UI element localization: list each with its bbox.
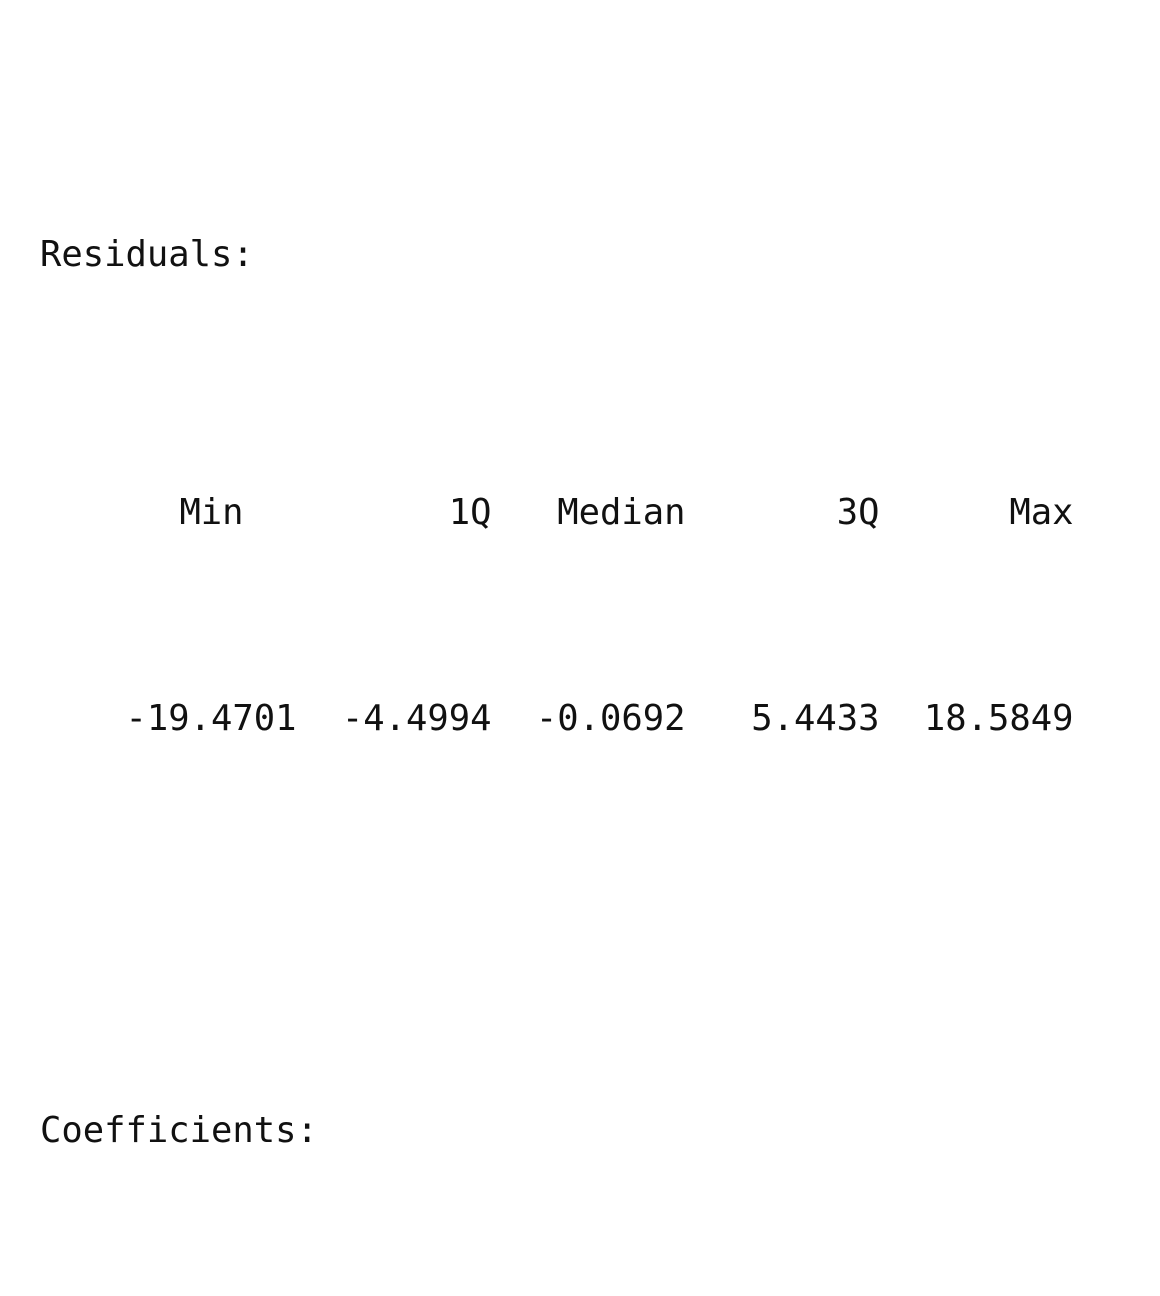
blank-line	[40, 847, 1118, 899]
residuals-val-min: -19.4701	[125, 697, 297, 739]
residuals-val-1q: -4.4994	[341, 697, 492, 739]
residuals-val-max: 18.5849	[923, 697, 1074, 739]
residuals-values-row: -19.4701 -4.4994 -0.0692 5.4433 18.5849	[40, 641, 1118, 739]
residuals-col-1q: 1Q	[448, 491, 492, 533]
residuals-col-median: Median	[557, 491, 686, 533]
residuals-col-min: Min	[179, 491, 244, 533]
residuals-col-max: Max	[1009, 491, 1074, 533]
residuals-val-3q: 5.4433	[751, 697, 880, 739]
r-console-output: Residuals: Min 1Q Median 3Q Max -19.4701 -4.4…	[40, 23, 1118, 1296]
residuals-heading: Residuals:	[40, 234, 254, 275]
coefficients-heading: Coefficients:	[40, 1109, 318, 1151]
residuals-header-row: Min 1Q Median 3Q Max	[40, 435, 1118, 533]
residuals-val-median: -0.0692	[535, 697, 686, 739]
residuals-col-3q: 3Q	[836, 491, 880, 533]
